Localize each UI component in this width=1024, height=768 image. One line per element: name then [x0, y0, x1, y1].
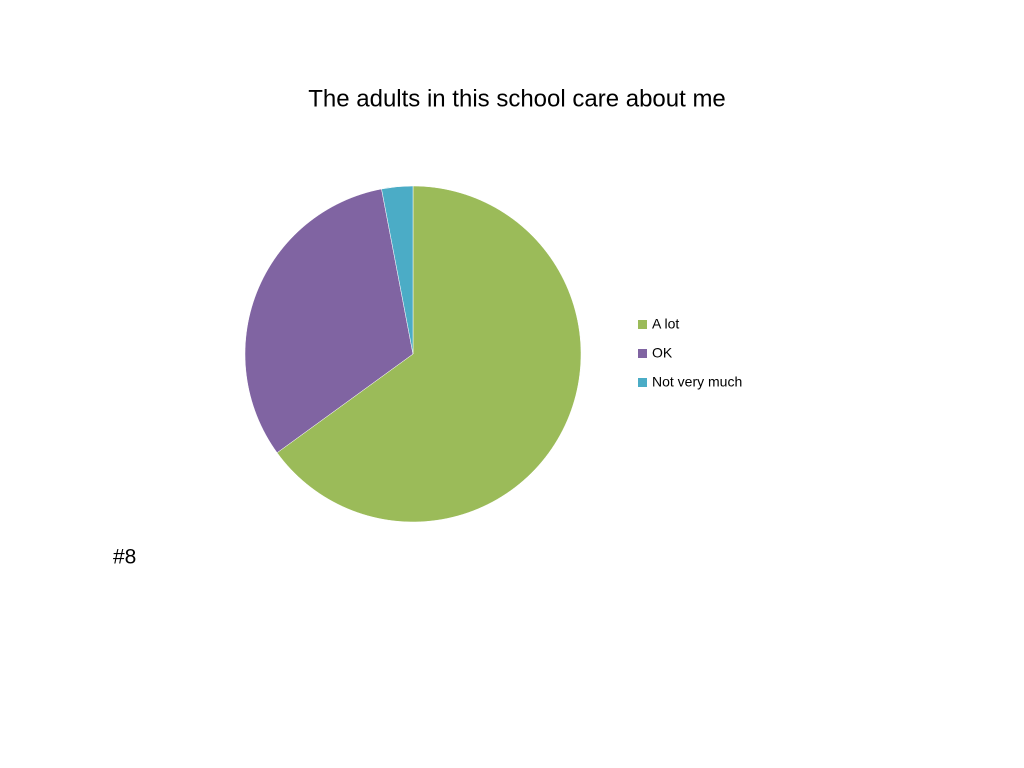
- annotation: #8: [113, 546, 136, 569]
- legend-label: OK: [652, 345, 673, 361]
- pie-slice: [276, 185, 582, 523]
- legend-label: A lot: [652, 316, 679, 332]
- pie-slice: [381, 185, 414, 355]
- legend-swatch: [638, 349, 647, 358]
- chart-title: The adults in this school care about me: [308, 85, 726, 112]
- legend-swatch: [638, 320, 647, 329]
- pie-slice: [244, 188, 414, 454]
- legend-label: Not very much: [652, 374, 742, 390]
- legend-swatch: [638, 378, 647, 387]
